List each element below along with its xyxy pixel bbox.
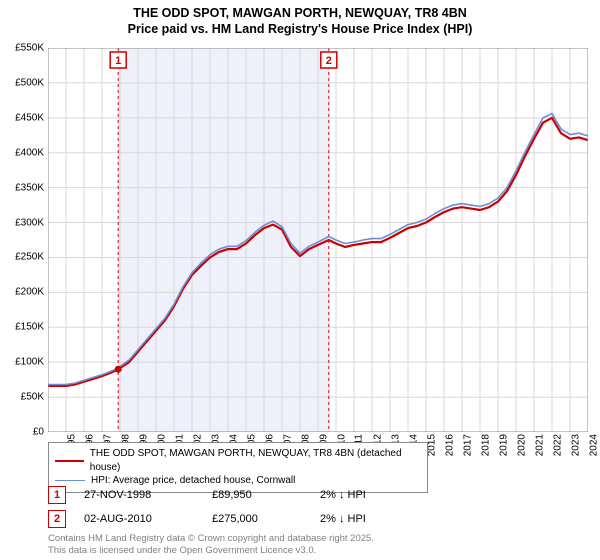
legend-box: THE ODD SPOT, MAWGAN PORTH, NEWQUAY, TR8…	[48, 442, 428, 493]
x-tick-label: 2018	[480, 434, 491, 456]
sales-table: 1 27-NOV-1998 £89,950 2% ↓ HPI 2 02-AUG-2010 £…	[48, 486, 588, 534]
legend-swatch-icon	[55, 480, 85, 481]
y-tick-label: £400K	[0, 147, 44, 158]
x-tick-label: 2020	[516, 434, 527, 456]
y-tick-label: £450K	[0, 112, 44, 123]
footer-line-1: Contains HM Land Registry data © Crown c…	[48, 533, 374, 544]
sale-date: 02-AUG-2010	[84, 513, 194, 525]
sale-price: £275,000	[212, 513, 302, 525]
sale-marker-icon: 2	[48, 510, 66, 528]
legend-swatch-icon	[55, 460, 84, 462]
x-tick-label: 2017	[462, 434, 473, 456]
chart-area: 12	[48, 48, 588, 432]
legend-label: THE ODD SPOT, MAWGAN PORTH, NEWQUAY, TR8…	[90, 447, 421, 474]
y-tick-label: £150K	[0, 322, 44, 333]
y-tick-label: £350K	[0, 182, 44, 193]
x-tick-label: 2023	[570, 434, 581, 456]
footer: Contains HM Land Registry data © Crown c…	[48, 533, 374, 556]
sale-marker-box: 1	[110, 52, 126, 68]
y-tick-label: £500K	[0, 77, 44, 88]
sale-date: 27-NOV-1998	[84, 489, 194, 501]
sale-row: 1 27-NOV-1998 £89,950 2% ↓ HPI	[48, 486, 588, 504]
sale-row: 2 02-AUG-2010 £275,000 2% ↓ HPI	[48, 510, 588, 528]
y-tick-label: £200K	[0, 287, 44, 298]
line-chart-svg: 12	[48, 48, 588, 432]
svg-text:1: 1	[115, 55, 121, 67]
y-tick-label: £50K	[0, 392, 44, 403]
sale-hpi: 2% ↓ HPI	[320, 489, 410, 501]
shade-band	[118, 48, 329, 432]
chart-container: THE ODD SPOT, MAWGAN PORTH, NEWQUAY, TR8…	[0, 0, 600, 560]
svg-text:2: 2	[326, 55, 332, 67]
x-tick-label: 2024	[588, 434, 599, 456]
sale-dot-icon	[115, 366, 122, 373]
y-tick-label: £100K	[0, 357, 44, 368]
footer-line-2: This data is licensed under the Open Gov…	[48, 545, 374, 556]
sale-marker-icon: 1	[48, 486, 66, 504]
x-tick-label: 2022	[552, 434, 563, 456]
y-tick-label: £550K	[0, 43, 44, 54]
x-tick-label: 2021	[534, 434, 545, 456]
y-tick-label: £0	[0, 427, 44, 438]
x-tick-label: 2016	[444, 434, 455, 456]
legend-item: THE ODD SPOT, MAWGAN PORTH, NEWQUAY, TR8…	[55, 447, 421, 474]
sale-hpi: 2% ↓ HPI	[320, 513, 410, 525]
y-tick-label: £300K	[0, 217, 44, 228]
y-tick-label: £250K	[0, 252, 44, 263]
title-line-1: THE ODD SPOT, MAWGAN PORTH, NEWQUAY, TR8…	[0, 6, 600, 22]
sale-price: £89,950	[212, 489, 302, 501]
title-line-2: Price paid vs. HM Land Registry's House …	[0, 22, 600, 38]
x-tick-label: 2019	[498, 434, 509, 456]
sale-marker-box: 2	[321, 52, 337, 68]
title-block: THE ODD SPOT, MAWGAN PORTH, NEWQUAY, TR8…	[0, 0, 600, 37]
